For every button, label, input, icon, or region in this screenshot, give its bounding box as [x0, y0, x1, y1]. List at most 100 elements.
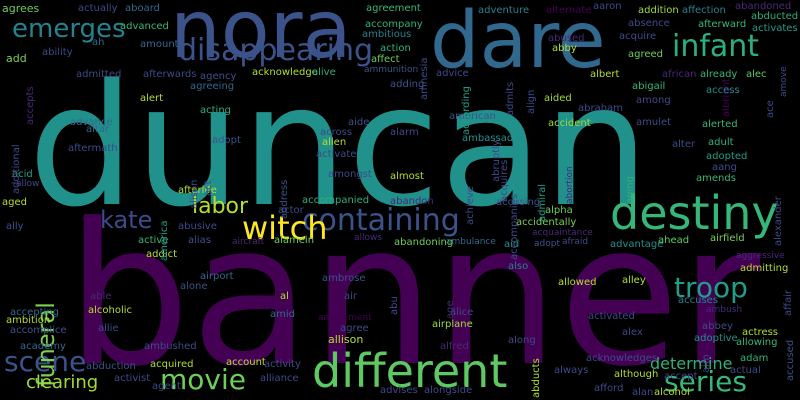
word-afterward: afterward	[698, 19, 747, 30]
word-determine: determine	[650, 354, 733, 373]
word-agent: agent	[152, 381, 181, 392]
word-acquired: acquired	[150, 359, 194, 370]
word-admitted: admitted	[76, 69, 122, 80]
word-witch: witch	[242, 209, 328, 247]
word-ace: ace	[765, 100, 776, 118]
word-according: according	[461, 86, 472, 135]
word-aid: aid	[504, 239, 520, 250]
word-emerges: emerges	[12, 14, 126, 44]
word-alerted: alerted	[702, 119, 738, 130]
word-adopt-1: adopt	[212, 135, 241, 146]
word-adam: adam	[740, 353, 769, 364]
word-abortion: abortion	[565, 166, 575, 204]
word-align: align	[526, 89, 537, 114]
word-altar: altar	[86, 124, 110, 135]
word-aircraft: aircraft	[232, 237, 265, 247]
word-alex: alex	[622, 327, 643, 338]
word-abusive: abusive	[178, 221, 217, 232]
word-among: among	[636, 95, 671, 106]
word-ambitious: ambitious	[362, 29, 412, 40]
word-accepts: accepts	[25, 86, 36, 125]
word-alpha: alpha	[545, 205, 573, 216]
word-ambrose: ambrose	[322, 273, 366, 284]
word-account: account	[226, 357, 266, 368]
word-ahead: ahead	[658, 235, 690, 246]
word-action: action	[380, 43, 411, 54]
word-accompanies: accompanies	[509, 194, 520, 260]
word-african: african	[662, 69, 697, 80]
word-addition: addition	[638, 5, 679, 16]
word-different: different	[312, 344, 508, 398]
word-infant: infant	[672, 29, 760, 64]
word-acting: acting	[200, 105, 232, 116]
word-agreed: agreed	[628, 49, 664, 60]
word-alias: alias	[188, 235, 212, 246]
word-affection: affection	[682, 5, 726, 16]
word-ambition: ambition	[6, 315, 51, 326]
word-alone: alone	[180, 281, 208, 292]
word-admits: admits	[505, 81, 516, 116]
word-dare: dare	[430, 0, 606, 86]
word-alien: alien	[618, 255, 643, 266]
word-ability: ability	[42, 47, 73, 58]
word-ally: ally	[6, 221, 24, 232]
word-address: address	[279, 179, 290, 219]
word-amount: amount	[140, 39, 179, 50]
word-allie: allie	[98, 323, 119, 334]
word-agrees: agrees	[2, 2, 40, 15]
word-aim: aim	[701, 354, 712, 373]
word-kate: kate	[100, 206, 153, 234]
word-scene: scene	[4, 345, 87, 378]
word-ambulance: ambulance	[446, 237, 496, 247]
word-actual: actual	[730, 365, 761, 376]
word-already: already	[700, 69, 738, 80]
word-agency: agency	[200, 71, 237, 82]
word-labor: labor	[192, 194, 249, 219]
word-abraham: abraham	[578, 103, 623, 114]
word-amulet: amulet	[636, 117, 672, 128]
word-advises: advises	[380, 385, 418, 396]
word-always: always	[554, 365, 589, 376]
word-adding: adding	[390, 79, 425, 90]
word-absence: absence	[628, 18, 670, 29]
word-although: although	[614, 369, 659, 380]
word-acknowledge: acknowledge	[252, 67, 318, 78]
word-series: series	[664, 365, 747, 398]
word-aging: aging	[625, 176, 636, 204]
word-affect: affect	[371, 54, 400, 65]
word-alert: alert	[140, 93, 164, 104]
word-amends: amends	[696, 173, 736, 184]
word-across: across	[320, 127, 353, 138]
word-accept: accept	[664, 371, 698, 382]
word-actor: actor	[278, 205, 304, 216]
word-aided: aided	[544, 93, 572, 104]
word-also: also	[508, 261, 529, 272]
word-alec: alec	[746, 69, 767, 80]
word-agree: agree	[340, 323, 369, 334]
word-abducted: abducted	[751, 11, 799, 22]
word-accompanied: accompanied	[302, 195, 370, 206]
word-nora: nora	[170, 0, 352, 76]
word-accompany: accompany	[365, 19, 423, 30]
word-abused: abused	[548, 33, 585, 44]
word-containing: containing	[302, 203, 460, 238]
word-adopted: adopted	[706, 151, 748, 162]
word-disappearing: disappearing	[178, 33, 374, 68]
word-air: air	[344, 291, 358, 302]
word-advice: advice	[436, 68, 469, 79]
word-alarm: alarm	[390, 127, 419, 138]
word-ah: ah	[92, 37, 105, 48]
word-abandoning: abandoning	[394, 237, 454, 248]
word-allowed: allowed	[558, 277, 597, 288]
word-able: able	[90, 291, 112, 302]
word-ambushed: ambushed	[144, 341, 197, 352]
word-adopt-2: adopt	[534, 239, 560, 249]
word-acid: acid	[12, 169, 33, 180]
word-active: active	[138, 235, 169, 246]
word-airport: airport	[200, 271, 234, 282]
word-aaron: aaron	[593, 1, 622, 12]
word-adult: adult	[708, 137, 734, 148]
word-admiral: admiral	[537, 183, 548, 222]
word-advanced: advanced	[120, 21, 169, 32]
word-clearing: clearing	[26, 372, 99, 393]
